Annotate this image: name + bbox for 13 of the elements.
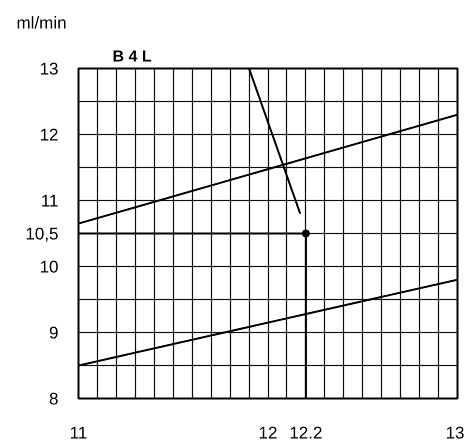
- y-tick-label: 11: [40, 192, 59, 210]
- chart-title: B 4 L: [112, 48, 152, 66]
- x-tick-label: 12: [258, 424, 278, 441]
- x-tick-label: 11: [70, 424, 88, 441]
- y-axis-title: ml/min: [16, 14, 67, 32]
- x-tick-label: 13: [446, 424, 464, 441]
- y-tick-label: 12: [40, 126, 59, 144]
- y-tick-label: 10: [40, 258, 59, 276]
- x-tick-label: 12.2: [289, 424, 322, 441]
- y-tick-label: 9: [49, 324, 59, 342]
- y-tick-label: 10,5: [25, 224, 59, 244]
- y-tick-label: 8: [49, 390, 59, 408]
- y-tick-label: 13: [40, 60, 59, 78]
